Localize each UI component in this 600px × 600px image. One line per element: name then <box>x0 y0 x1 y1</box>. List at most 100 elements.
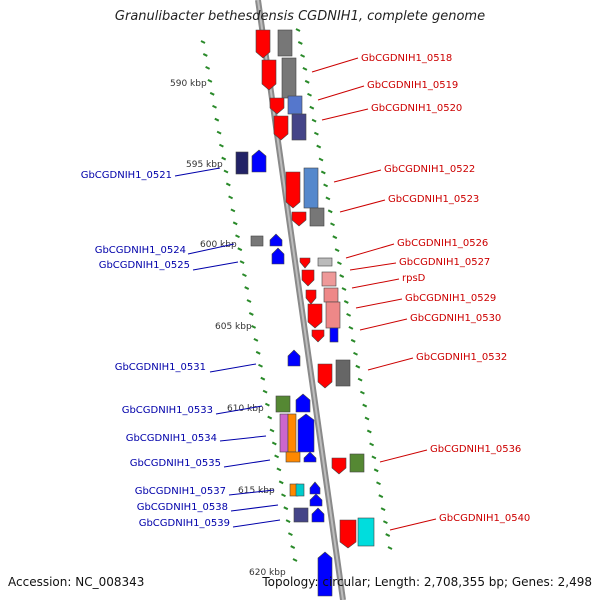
gene-feature <box>295 393 311 413</box>
gene-leader-line <box>379 449 428 463</box>
tick-mark-inner <box>202 53 208 57</box>
tick-label: 615 kbp <box>238 486 275 496</box>
tick-mark-outer <box>295 28 301 32</box>
tick-mark-outer <box>373 468 379 473</box>
gene-label: GbCGDNIH1_0519 <box>367 80 458 91</box>
feature-layer <box>235 29 375 597</box>
gene-label: GbCGDNIH1_0533 <box>122 405 213 416</box>
tick-mark-outer <box>320 170 326 175</box>
tick-mark-inner <box>237 247 243 252</box>
gene-leader-line <box>317 85 365 101</box>
gene-feature <box>275 395 291 413</box>
tick-mark-inner <box>251 325 257 329</box>
tick-mark-outer <box>369 442 375 447</box>
tick-mark-outer <box>302 66 308 71</box>
gene-leader-line <box>228 489 275 496</box>
tick-mark-inner <box>258 363 263 368</box>
gene-label: GbCGDNIH1_0534 <box>126 433 217 444</box>
tick-mark-outer <box>346 313 352 317</box>
gene-leader-line <box>367 357 414 371</box>
gene-feature <box>325 301 341 329</box>
gene-leader-line <box>192 261 239 271</box>
tick-mark-inner <box>230 208 236 213</box>
tick-mark-inner <box>209 91 215 96</box>
tick-mark-outer <box>359 390 365 395</box>
gene-feature <box>251 149 267 173</box>
gene-leader-line <box>209 363 257 373</box>
gene-leader-line <box>232 519 281 528</box>
tick-mark-inner <box>225 182 231 187</box>
gene-feature <box>303 451 317 463</box>
tick-mark-outer <box>357 377 363 382</box>
tick-mark-inner <box>260 376 266 381</box>
gene-feature <box>255 29 271 59</box>
tick-mark-outer <box>382 520 388 524</box>
tick-mark-inner <box>271 441 277 446</box>
tick-mark-outer <box>380 507 386 512</box>
gene-leader-line <box>333 169 382 183</box>
gene-label: rpsD <box>402 273 426 284</box>
gene-label: GbCGDNIH1_0532 <box>416 352 507 363</box>
tick-mark-outer <box>327 209 333 214</box>
map-title: Granulibacter bethesdensis CGDNIH1, comp… <box>114 9 486 24</box>
tick-mark-outer <box>371 455 377 460</box>
tick-mark-inner <box>248 312 254 316</box>
gene-feature <box>287 349 301 367</box>
tick-mark-inner <box>253 337 259 342</box>
gene-feature <box>317 551 333 597</box>
tick-mark-inner <box>264 402 270 407</box>
tick-mark-outer <box>323 183 329 188</box>
tick-mark-inner <box>267 415 273 420</box>
tick-label: 590 kbp <box>170 79 207 89</box>
gene-leader-line <box>311 57 359 73</box>
tick-mark-inner <box>218 143 224 148</box>
gene-label: GbCGDNIH1_0540 <box>439 513 530 524</box>
gene-feature <box>261 59 277 91</box>
tick-mark-outer <box>362 403 368 408</box>
tick-mark-inner <box>244 286 250 290</box>
tick-mark-inner <box>205 66 211 70</box>
tick-mark-outer <box>307 92 312 97</box>
gene-label: GbCGDNIH1_0523 <box>388 194 479 205</box>
tick-mark-outer <box>318 157 324 162</box>
gene-feature <box>293 507 309 523</box>
gene-feature <box>285 171 301 209</box>
tick-mark-inner <box>290 545 296 549</box>
gene-leader-line <box>345 243 395 259</box>
gene-feature <box>321 271 337 287</box>
gene-label: GbCGDNIH1_0525 <box>99 260 190 271</box>
gene-feature <box>297 413 315 453</box>
gene-label: GbCGDNIH1_0520 <box>371 103 462 114</box>
gene-feature <box>291 113 307 141</box>
gene-feature <box>309 493 323 507</box>
tick-mark-inner <box>276 467 282 472</box>
tick-mark-outer <box>332 235 338 240</box>
tick-mark-outer <box>313 131 319 136</box>
gene-feature <box>285 451 301 463</box>
tick-label: 620 kbp <box>249 568 286 578</box>
tick-mark-outer <box>334 248 340 253</box>
gene-feature <box>331 457 347 475</box>
tick-mark-outer <box>376 481 381 486</box>
tick-mark-inner <box>221 156 227 161</box>
tick-mark-inner <box>214 117 220 122</box>
gene-feature <box>271 247 285 265</box>
gene-feature <box>269 233 283 247</box>
gene-feature <box>273 115 289 141</box>
tick-mark-outer <box>350 338 356 343</box>
gene-label: GbCGDNIH1_0531 <box>115 362 206 373</box>
gene-label: GbCGDNIH1_0522 <box>384 164 475 175</box>
gene-feature <box>305 289 317 305</box>
tick-mark-inner <box>228 195 234 200</box>
tick-mark-inner <box>216 130 222 135</box>
tick-mark-outer <box>343 300 349 304</box>
tick-mark-inner <box>223 169 229 174</box>
tick-mark-outer <box>364 416 370 421</box>
gene-feature <box>235 151 249 175</box>
gene-feature <box>281 57 297 99</box>
gene-label: GbCGDNIH1_0537 <box>135 486 226 497</box>
tick-mark-inner <box>269 428 275 433</box>
